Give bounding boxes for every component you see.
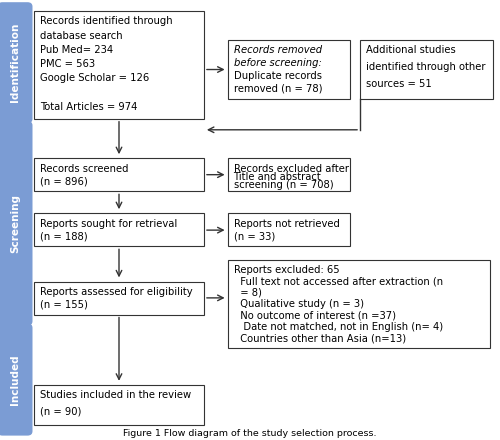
Text: Duplicate records: Duplicate records	[234, 70, 322, 81]
Bar	[360, 40, 492, 99]
Text: Records removed: Records removed	[234, 45, 322, 55]
Text: Identification: Identification	[10, 23, 20, 102]
Bar	[228, 158, 350, 191]
Text: Title and abstract: Title and abstract	[234, 172, 321, 182]
Text: (n = 33): (n = 33)	[234, 231, 275, 241]
Bar	[34, 282, 204, 315]
Text: Full text not accessed after extraction (n: Full text not accessed after extraction …	[234, 276, 442, 286]
Text: Screening: Screening	[10, 194, 20, 253]
Text: Records excluded after: Records excluded after	[234, 164, 348, 174]
Text: Records identified through: Records identified through	[40, 16, 172, 26]
Bar	[34, 158, 204, 191]
Text: Total Articles = 974: Total Articles = 974	[40, 102, 138, 112]
FancyBboxPatch shape	[0, 121, 32, 326]
Text: removed (n = 78): removed (n = 78)	[234, 84, 322, 93]
Text: Records screened: Records screened	[40, 164, 128, 174]
Text: No outcome of interest (n =37): No outcome of interest (n =37)	[234, 311, 396, 321]
Bar	[228, 40, 350, 99]
Bar	[34, 213, 204, 246]
Text: before screening:: before screening:	[234, 58, 322, 68]
Text: Figure 1 Flow diagram of the study selection process.: Figure 1 Flow diagram of the study selec…	[123, 429, 377, 438]
Text: (n = 188): (n = 188)	[40, 231, 88, 241]
Bar	[34, 385, 204, 425]
Text: Pub Med= 234: Pub Med= 234	[40, 45, 113, 55]
Text: database search: database search	[40, 30, 122, 40]
Text: Additional studies: Additional studies	[366, 45, 456, 55]
Text: (n = 896): (n = 896)	[40, 176, 88, 186]
Text: Studies included in the review: Studies included in the review	[40, 390, 191, 400]
Text: Included: Included	[10, 354, 20, 405]
Bar	[228, 260, 490, 348]
Text: (n = 90): (n = 90)	[40, 406, 82, 416]
Text: Date not matched, not in English (n= 4): Date not matched, not in English (n= 4)	[234, 322, 442, 332]
Text: Reports sought for retrieval: Reports sought for retrieval	[40, 219, 177, 229]
FancyBboxPatch shape	[0, 323, 32, 436]
Text: Reports assessed for eligibility: Reports assessed for eligibility	[40, 287, 192, 297]
Text: sources = 51: sources = 51	[366, 79, 432, 89]
FancyBboxPatch shape	[0, 2, 32, 123]
Text: (n = 155): (n = 155)	[40, 299, 88, 309]
Text: Qualitative study (n = 3): Qualitative study (n = 3)	[234, 299, 364, 309]
Text: = 8): = 8)	[234, 288, 262, 298]
Bar	[228, 213, 350, 246]
Text: screening (n = 708): screening (n = 708)	[234, 180, 333, 191]
Text: Reports excluded: 65: Reports excluded: 65	[234, 265, 339, 275]
Text: Reports not retrieved: Reports not retrieved	[234, 219, 340, 229]
Text: identified through other: identified through other	[366, 62, 486, 72]
Text: Countries other than Asia (n=13): Countries other than Asia (n=13)	[234, 334, 406, 344]
Text: PMC = 563: PMC = 563	[40, 59, 95, 69]
Bar	[34, 11, 204, 119]
Text: Google Scholar = 126: Google Scholar = 126	[40, 73, 149, 83]
